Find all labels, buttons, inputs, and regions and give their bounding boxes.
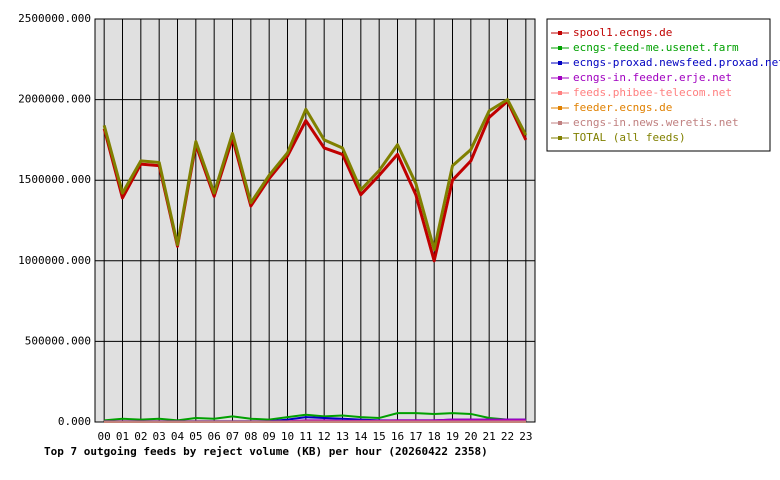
legend-label: TOTAL (all feeds): [573, 131, 686, 144]
legend-marker: [558, 76, 562, 80]
x-tick-label: 13: [336, 430, 349, 443]
legend-marker: [558, 106, 562, 110]
x-tick-label: 07: [226, 430, 239, 443]
y-tick-label: 500000.000: [25, 334, 91, 347]
x-tick-label: 22: [501, 430, 514, 443]
x-tick-label: 18: [428, 430, 441, 443]
legend-label: ecngs-in.feeder.erje.net: [573, 71, 732, 84]
y-tick-label: 1500000.000: [18, 173, 91, 186]
x-tick-label: 11: [299, 430, 312, 443]
legend-label: spool1.ecngs.de: [573, 26, 672, 39]
legend-marker: [558, 31, 562, 35]
x-tick-label: 16: [391, 430, 404, 443]
plot-area: [95, 19, 535, 422]
series-line: [102, 98, 528, 252]
legend-marker: [558, 121, 562, 125]
x-tick-label: 08: [244, 430, 257, 443]
legend-label: ecngs-proxad.newsfeed.proxad.net: [573, 56, 780, 69]
y-tick-label: 2500000.000: [18, 12, 91, 25]
legend-marker: [558, 61, 562, 65]
legend-label: ecngs-feed-me.usenet.farm: [573, 41, 739, 54]
y-tick-label: 0.000: [58, 415, 91, 428]
y-tick-label: 2000000.000: [18, 93, 91, 106]
x-tick-label: 23: [519, 430, 532, 443]
x-tick-label: 12: [318, 430, 331, 443]
x-tick-label: 14: [354, 430, 368, 443]
x-tick-label: 10: [281, 430, 294, 443]
x-tick-label: 19: [446, 430, 459, 443]
x-tick-label: 21: [483, 430, 496, 443]
legend-label: feeder.ecngs.de: [573, 101, 672, 114]
legend-label: ecngs-in.news.weretis.net: [573, 116, 739, 129]
legend-box: [546, 18, 771, 152]
chart-title: Top 7 outgoing feeds by reject volume (K…: [44, 445, 488, 458]
x-tick-label: 06: [208, 430, 221, 443]
x-tick-label: 17: [409, 430, 422, 443]
x-tick-label: 00: [98, 430, 111, 443]
x-tick-label: 09: [263, 430, 276, 443]
series-line: [104, 412, 526, 422]
x-tick-label: 15: [373, 430, 386, 443]
y-tick-label: 1000000.000: [18, 254, 91, 267]
x-tick-label: 20: [464, 430, 477, 443]
x-tick-label: 02: [134, 430, 147, 443]
x-tick-label: 04: [171, 430, 185, 443]
legend-marker: [558, 46, 562, 50]
legend-marker: [558, 136, 562, 140]
x-tick-label: 01: [116, 430, 129, 443]
x-tick-label: 03: [153, 430, 166, 443]
x-tick-label: 05: [189, 430, 202, 443]
legend-marker: [558, 91, 562, 95]
legend-label: feeds.phibee-telecom.net: [573, 86, 732, 99]
